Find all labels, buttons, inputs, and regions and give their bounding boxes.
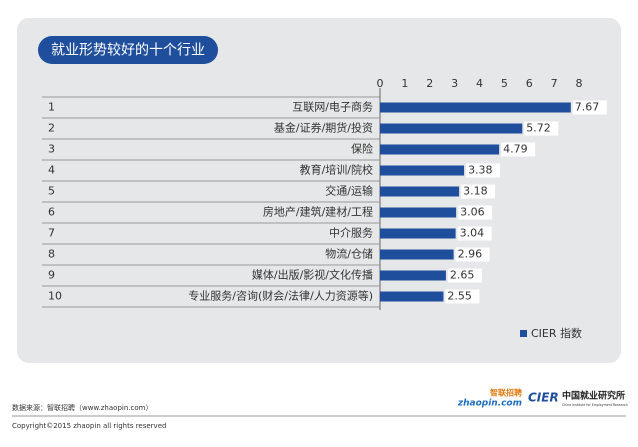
value-label-bg [458, 205, 493, 220]
value-label: 4.79 [503, 143, 528, 156]
title-pill [38, 36, 218, 64]
value-label: 3.18 [463, 185, 488, 198]
value-label-bg [572, 100, 607, 115]
logo-cier: CIER [528, 391, 559, 405]
value-label-bg [524, 121, 559, 136]
rank-label: 6 [48, 206, 55, 219]
x-tick-label: 5 [501, 77, 508, 90]
source: 数据来源：智联招聘（www.zhaopin.com） [12, 403, 152, 412]
category-label: 教育/培训/院校 [300, 163, 373, 177]
bar [380, 144, 500, 155]
rank-label: 8 [48, 248, 55, 261]
value-label: 7.67 [575, 101, 600, 114]
category-label: 交通/运输 [325, 184, 373, 198]
value-label: 2.65 [450, 269, 475, 282]
copyright: Copyright©2015 zhaopin all rights reserv… [12, 422, 166, 430]
category-label: 中介服务 [329, 227, 373, 240]
category-label: 媒体/出版/影视/文化传播 [252, 268, 373, 282]
value-label-bg [457, 226, 492, 241]
x-tick-label: 0 [377, 77, 384, 90]
category-label: 专业服务/咨询(财会/法律/人力资源等) [188, 289, 373, 303]
logo-zhaopin: zhaopin.com [457, 399, 522, 409]
value-label-bg [461, 184, 496, 199]
category-label: 互联网/电子商务 [292, 100, 373, 114]
legend-swatch [520, 330, 527, 337]
value-label: 3.06 [460, 206, 485, 219]
category-label: 保险 [351, 142, 373, 156]
category-label: 基金/证券/期货/投资 [274, 121, 373, 135]
bar [380, 165, 465, 176]
x-tick-label: 1 [401, 77, 408, 90]
category-label: 房地产/建筑/建材/工程 [263, 205, 373, 219]
bar [380, 228, 456, 239]
x-tick-label: 7 [551, 77, 558, 90]
rank-label: 1 [48, 101, 55, 114]
logo-cier-cn: 中国就业研究所 [562, 390, 625, 402]
value-label: 3.04 [460, 227, 485, 240]
bar [380, 270, 446, 281]
rank-label: 3 [48, 143, 55, 156]
value-label: 2.55 [447, 290, 472, 303]
rank-label: 5 [48, 185, 55, 198]
rank-label: 10 [48, 290, 62, 303]
logo-cier-en: China Institute for Employment Research [562, 403, 628, 407]
rank-label: 7 [48, 227, 55, 240]
x-tick-label: 2 [426, 77, 433, 90]
bar [380, 102, 571, 113]
x-tick-label: 3 [451, 77, 458, 90]
chart-title: 就业形势较好的十个行业 [51, 43, 205, 59]
bar [380, 207, 457, 218]
x-tick-label: 8 [576, 77, 583, 90]
x-tick-label: 6 [526, 77, 533, 90]
category-label: 物流/仓储 [325, 247, 373, 261]
bar [380, 186, 460, 197]
value-label-bg [445, 289, 480, 304]
logo-zhaopin-cn: 智联招聘 [490, 388, 522, 398]
rank-label: 4 [48, 164, 55, 177]
legend-label: CIER 指数 [531, 326, 582, 340]
rank-label: 9 [48, 269, 55, 282]
x-tick-label: 4 [476, 77, 483, 90]
bar [380, 291, 444, 302]
value-label: 5.72 [526, 122, 551, 135]
value-label-bg [455, 247, 490, 262]
bar [380, 123, 523, 134]
value-label-bg [466, 163, 501, 178]
bar [380, 249, 454, 260]
value-label: 3.38 [468, 164, 493, 177]
value-label-bg [447, 268, 482, 283]
rank-label: 2 [48, 122, 55, 135]
value-label: 2.96 [458, 248, 483, 261]
panel [17, 18, 621, 363]
value-label-bg [501, 142, 536, 157]
